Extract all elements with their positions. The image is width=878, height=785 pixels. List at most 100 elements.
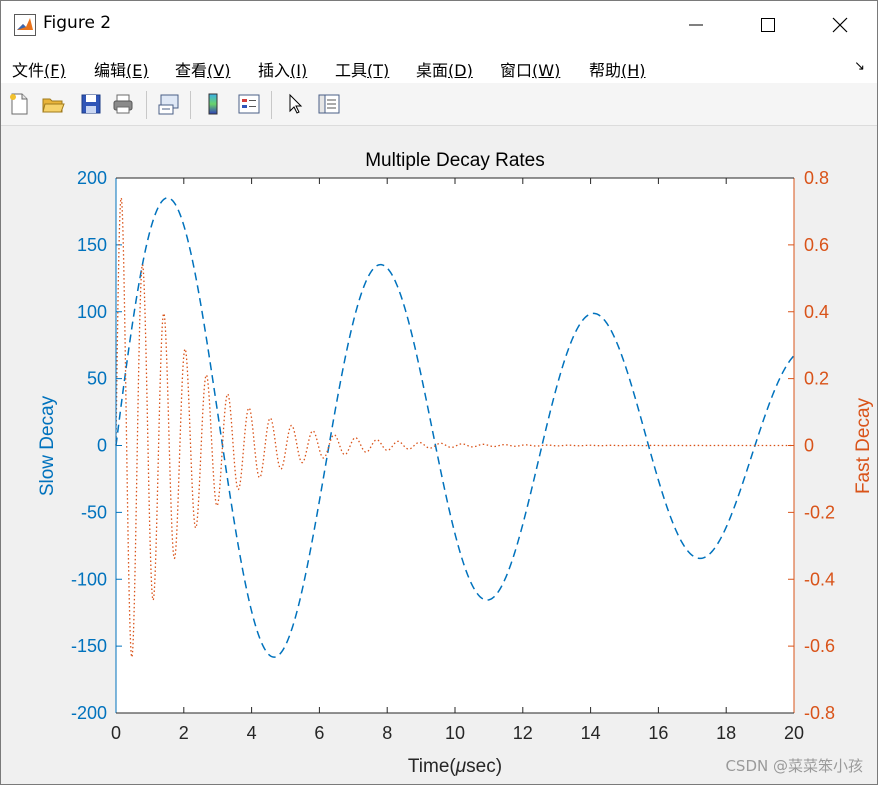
matlab-logo-icon xyxy=(14,14,36,36)
menu-file-label: 文件 xyxy=(12,61,45,80)
menu-tools-key: (T) xyxy=(367,61,390,80)
left-tick-label: -150 xyxy=(71,636,107,656)
x-tick-label: 18 xyxy=(716,723,736,743)
x-tick-label: 12 xyxy=(513,723,533,743)
x-tick-label: 2 xyxy=(179,723,189,743)
menu-tools[interactable]: 工具(T) xyxy=(335,57,389,81)
maximize-button[interactable] xyxy=(738,1,798,49)
right-axis-ticks: 0.8 0.6 0.4 0.2 0 -0.2 -0.4 -0.6 -0.8 xyxy=(804,168,835,723)
save-button[interactable] xyxy=(77,90,105,118)
right-tick-label: -0.4 xyxy=(804,569,835,589)
title-bar: Figure 2 xyxy=(1,1,877,49)
x-axis-label: Time(μsec) xyxy=(408,756,502,777)
open-folder-icon xyxy=(42,98,65,113)
menu-insert-label: 插入 xyxy=(258,61,291,80)
pointer-edit-icon xyxy=(289,93,303,114)
x-tick-label: 0 xyxy=(111,723,121,743)
left-tick-label: -100 xyxy=(71,569,107,589)
x-tick-label: 6 xyxy=(314,723,324,743)
left-tick-label: -50 xyxy=(81,502,107,522)
colorbar-icon xyxy=(208,93,218,115)
maximize-icon xyxy=(761,18,775,32)
menu-edit-label: 编辑 xyxy=(94,61,127,80)
chart-title: Multiple Decay Rates xyxy=(365,150,545,171)
x-tick-label: 10 xyxy=(445,723,465,743)
menu-view-key: (V) xyxy=(207,61,231,80)
toolbar-separator xyxy=(146,91,147,119)
x-tick-label: 20 xyxy=(784,723,804,743)
minimize-button[interactable] xyxy=(666,1,726,49)
right-tick-label: 0.4 xyxy=(804,302,829,322)
x-axis-ticks: 0 2 4 6 8 10 12 14 16 18 20 xyxy=(111,723,804,743)
menu-file[interactable]: 文件(F) xyxy=(12,57,66,81)
minimize-icon xyxy=(689,24,703,26)
left-tick-label: 150 xyxy=(77,235,107,255)
window-title: Figure 2 xyxy=(43,13,112,33)
figure-canvas: 200 150 100 50 0 -50 -100 -150 -200 0.8 0.6 0.4 0.2… xyxy=(1,126,877,784)
x-tick-label: 8 xyxy=(382,723,392,743)
menu-window-label: 窗口 xyxy=(500,61,533,80)
legend-icon xyxy=(238,94,260,114)
menu-edit-key: (E) xyxy=(126,61,149,80)
toolbar-separator xyxy=(271,91,272,119)
save-icon xyxy=(81,94,101,114)
x-axis-label-prefix: Time( xyxy=(408,756,457,777)
left-tick-label: 100 xyxy=(77,302,107,322)
x-axis-label-mu: μ xyxy=(455,756,467,777)
menu-file-key: (F) xyxy=(44,61,66,80)
right-axis-label: Fast Decay xyxy=(853,397,874,494)
x-tick-label: 16 xyxy=(648,723,668,743)
legend-button[interactable] xyxy=(235,90,263,118)
right-tick-label: -0.2 xyxy=(804,502,835,522)
menu-window[interactable]: 窗口(W) xyxy=(500,57,560,81)
x-axis-label-suffix: sec) xyxy=(466,756,502,777)
menu-tools-label: 工具 xyxy=(335,61,368,80)
left-tick-label: 50 xyxy=(87,369,107,389)
menu-desktop-label: 桌面 xyxy=(416,61,449,80)
menu-insert[interactable]: 插入(I) xyxy=(258,57,307,81)
new-figure-icon xyxy=(10,93,28,115)
left-axis-ticks: 200 150 100 50 0 -50 -100 -150 -200 xyxy=(71,168,107,723)
menu-view[interactable]: 查看(V) xyxy=(175,57,230,81)
corner-arrow-icon[interactable]: ↘ xyxy=(854,59,865,74)
new-figure-button[interactable] xyxy=(5,90,33,118)
menu-help-key: (H) xyxy=(621,61,646,80)
property-inspector-icon xyxy=(318,94,340,114)
series-slow-decay xyxy=(115,197,795,658)
link-plot-button[interactable] xyxy=(155,90,183,118)
edit-pointer-button[interactable] xyxy=(282,90,310,118)
menu-window-key: (W) xyxy=(532,61,561,80)
left-axis-label: Slow Decay xyxy=(37,395,58,496)
right-tick-label: -0.6 xyxy=(804,636,835,656)
menu-edit[interactable]: 编辑(E) xyxy=(94,57,149,81)
link-plot-icon xyxy=(158,94,179,115)
menu-desktop[interactable]: 桌面(D) xyxy=(416,57,473,81)
print-button[interactable] xyxy=(109,90,137,118)
property-inspector-button[interactable] xyxy=(315,90,343,118)
right-tick-label: -0.8 xyxy=(804,703,835,723)
colorbar-button[interactable] xyxy=(199,90,227,118)
menu-bar: 文件(F) 编辑(E) 查看(V) 插入(I) 工具(T) 桌面(D) 窗口(W… xyxy=(1,49,877,83)
menu-help-label: 帮助 xyxy=(589,61,622,80)
x-tick-label: 4 xyxy=(247,723,257,743)
toolbar-separator xyxy=(190,91,191,119)
right-tick-label: 0.6 xyxy=(804,235,829,255)
close-button[interactable] xyxy=(810,1,870,49)
print-icon xyxy=(113,94,133,114)
menu-insert-key: (I) xyxy=(290,61,308,80)
right-tick-label: 0 xyxy=(804,436,814,456)
toolbar xyxy=(1,83,877,126)
right-tick-label: 0.8 xyxy=(804,168,829,188)
left-tick-label: 200 xyxy=(77,168,107,188)
menu-desktop-key: (D) xyxy=(448,61,473,80)
watermark: CSDN @菜菜笨小孩 xyxy=(725,757,863,775)
menu-help[interactable]: 帮助(H) xyxy=(589,57,646,81)
axes-background xyxy=(116,178,794,713)
menu-view-label: 查看 xyxy=(175,61,208,80)
right-tick-label: 0.2 xyxy=(804,369,829,389)
open-button[interactable] xyxy=(39,90,67,118)
close-icon xyxy=(832,17,848,33)
left-tick-label: -200 xyxy=(71,703,107,723)
